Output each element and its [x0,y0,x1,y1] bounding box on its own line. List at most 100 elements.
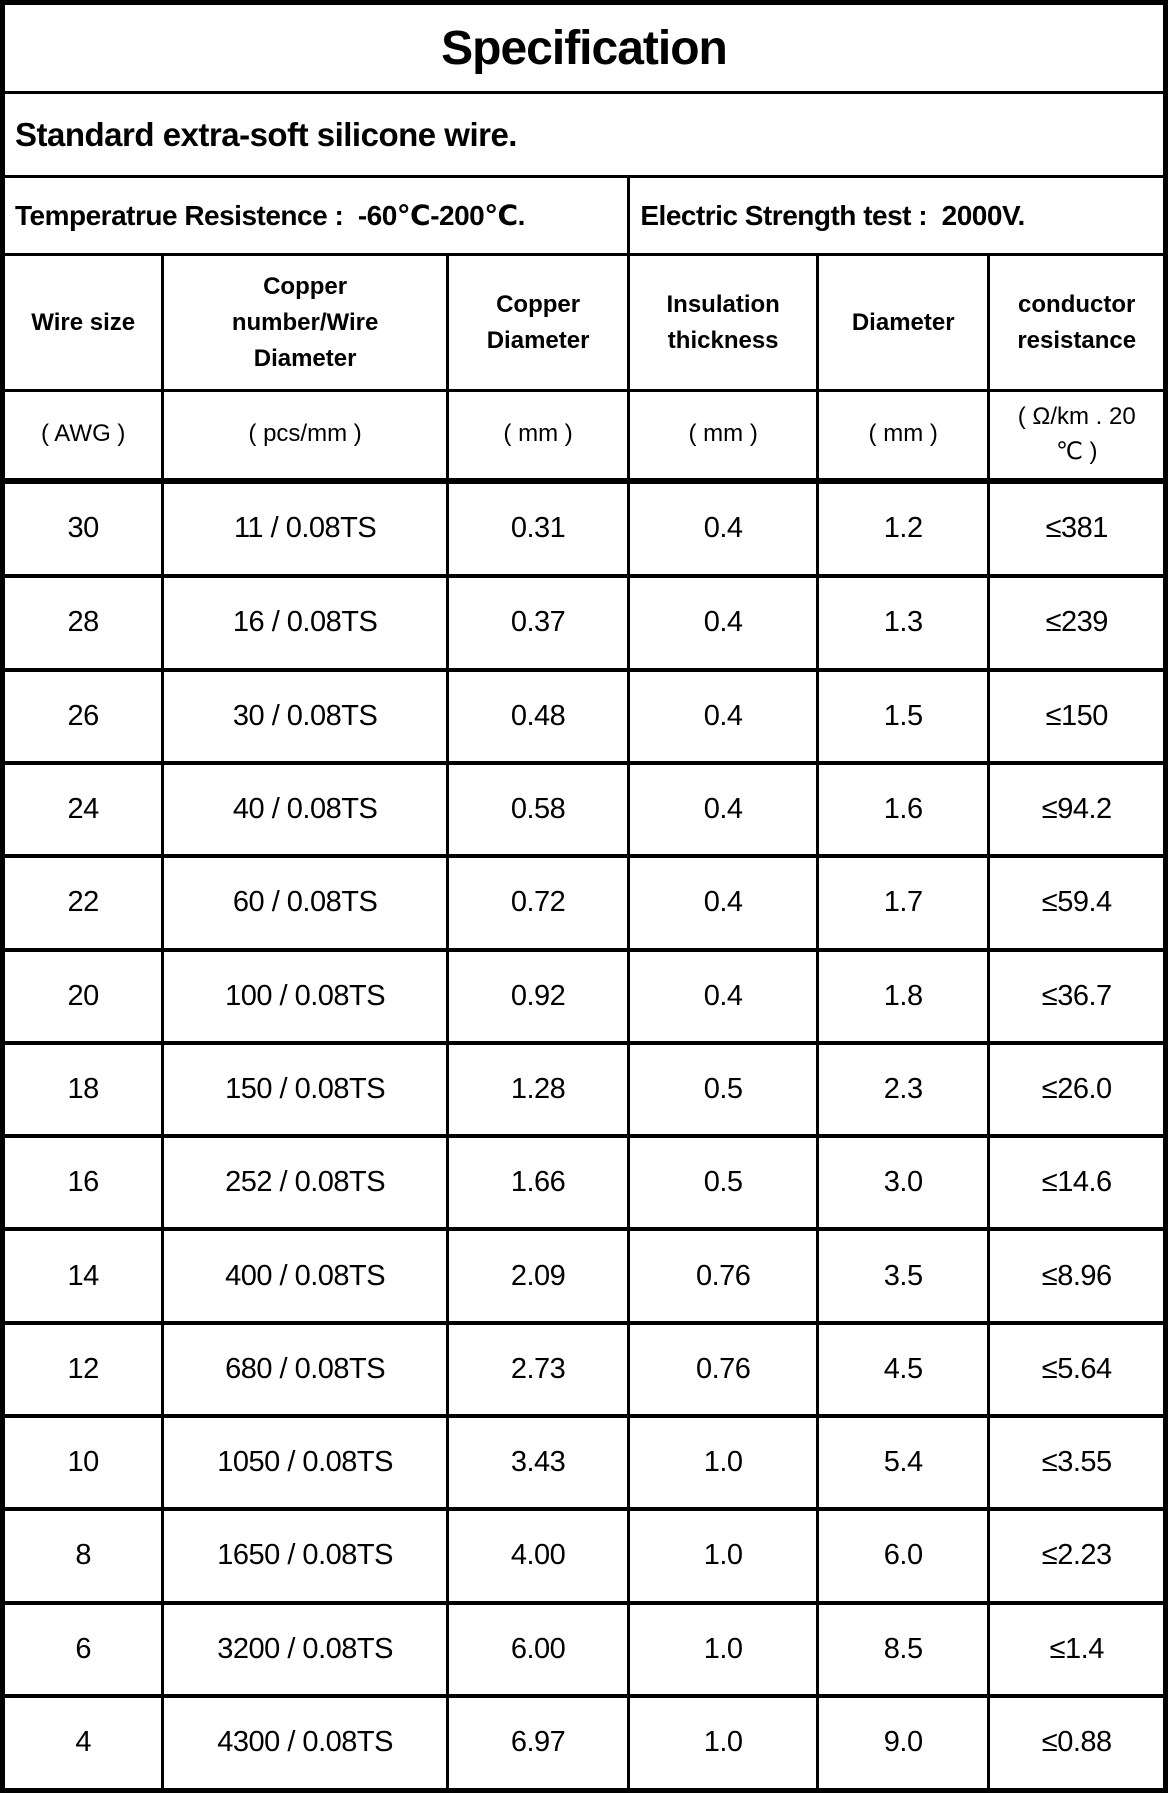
diameter-cell: 4.5 [815,1320,991,1418]
diameter-cell: 1.8 [815,947,991,1045]
table-row: 6 3200 / 0.08TS 6.00 1.0 8.5 ≤1.4 [0,1600,1167,1698]
copper-diameter-header: Copper Diameter [445,253,631,392]
insulation-thickness-cell: 0.76 [627,1227,819,1325]
conductor-resistance-cell: ≤5.64 [987,1320,1167,1418]
conductor-resistance-cell: ≤26.0 [987,1040,1167,1139]
conductor-resistance-header: conductor resistance [987,253,1167,392]
temperature-resistance-value: Temperatrue Resistence : -60℃-200℃. [0,175,631,256]
table-row: 16 252 / 0.08TS 1.66 0.5 3.0 ≤14.6 [0,1134,1167,1232]
copper-number-cell: 252 / 0.08TS [161,1134,449,1232]
copper-diameter-cell: 0.31 [445,478,631,579]
insulation-thickness-cell: 0.4 [627,574,819,672]
insulation-thickness-cell: 1.0 [627,1693,819,1793]
column-header-row: Wire size Copper number/Wire Diameter Copp… [0,253,1167,392]
copper-diameter-cell: 0.58 [445,760,631,859]
copper-diameter-cell: 0.92 [445,947,631,1045]
diameter-cell: 2.3 [815,1040,991,1139]
conductor-resistance-cell: ≤1.4 [987,1600,1167,1698]
table-row: 8 1650 / 0.08TS 4.00 1.0 6.0 ≤2.23 [0,1507,1167,1605]
copper-diameter-cell: 4.00 [445,1507,631,1605]
conductor-resistance-cell: ≤8.96 [987,1227,1167,1325]
copper-number-cell: 680 / 0.08TS [161,1320,449,1418]
conductor-resistance-cell: ≤2.23 [987,1507,1167,1605]
insulation-thickness-cell: 1.0 [627,1600,819,1698]
insulation-thickness-cell: 0.4 [627,667,819,765]
table-row: 20 100 / 0.08TS 0.92 0.4 1.8 ≤36.7 [0,947,1167,1045]
conductor-resistance-cell: ≤59.4 [987,854,1167,952]
copper-diameter-cell: 3.43 [445,1413,631,1512]
insulation-thickness-cell: 0.76 [627,1320,819,1418]
electric-strength-test-value: Electric Strength test : 2000V. [627,175,1167,256]
copper-diameter-cell: 2.73 [445,1320,631,1418]
copper-diameter-unit: ( mm ) [445,389,631,484]
copper-number-cell: 40 / 0.08TS [161,760,449,859]
table-row: 24 40 / 0.08TS 0.58 0.4 1.6 ≤94.2 [0,760,1167,859]
copper-diameter-cell: 2.09 [445,1227,631,1325]
table-row: 10 1050 / 0.08TS 3.43 1.0 5.4 ≤3.55 [0,1413,1167,1512]
diameter-cell: 1.6 [815,760,991,859]
copper-diameter-cell: 1.66 [445,1134,631,1232]
copper-number-cell: 100 / 0.08TS [161,947,449,1045]
conductor-resistance-cell: ≤239 [987,574,1167,672]
diameter-cell: 6.0 [815,1507,991,1605]
wire-size-cell: 6 [0,1600,165,1698]
wire-size-cell: 16 [0,1134,165,1232]
conductor-resistance-unit: ( Ω/km . 20 ℃ ) [987,389,1167,484]
insulation-thickness-cell: 0.5 [627,1040,819,1139]
table-row: 18 150 / 0.08TS 1.28 0.5 2.3 ≤26.0 [0,1040,1167,1139]
insulation-thickness-cell: 1.0 [627,1413,819,1512]
copper-number-cell: 1050 / 0.08TS [161,1413,449,1512]
insulation-thickness-cell: 0.4 [627,478,819,579]
insulation-thickness-cell: 0.4 [627,947,819,1045]
conductor-resistance-cell: ≤3.55 [987,1413,1167,1512]
units-row: ( AWG )( pcs/mm )( mm )( mm )( mm )( Ω/k… [0,389,1167,484]
page-title: Specification [1,1,1167,94]
properties-row: Temperatrue Resistence : -60℃-200℃. Elec… [0,175,1167,256]
wire-size-cell: 28 [0,574,165,672]
copper-diameter-cell: 1.28 [445,1040,631,1139]
table-row: 4 4300 / 0.08TS 6.97 1.0 9.0 ≤0.88 [0,1693,1167,1793]
table-row: 28 16 / 0.08TS 0.37 0.4 1.3 ≤239 [0,574,1167,672]
wire-size-cell: 8 [0,1507,165,1605]
wire-size-cell: 30 [0,478,165,579]
diameter-cell: 3.5 [815,1227,991,1325]
copper-diameter-cell: 0.72 [445,854,631,952]
diameter-cell: 3.0 [815,1134,991,1232]
insulation-thickness-header: Insulation thickness [627,253,819,392]
copper-number-cell: 16 / 0.08TS [161,574,449,672]
table-row: 22 60 / 0.08TS 0.72 0.4 1.7 ≤59.4 [0,854,1167,952]
diameter-cell: 5.4 [815,1413,991,1512]
wire-size-cell: 12 [0,1320,165,1418]
conductor-resistance-cell: ≤381 [987,478,1167,579]
diameter-header: Diameter [815,253,991,392]
copper-diameter-cell: 0.37 [445,574,631,672]
diameter-cell: 9.0 [815,1693,991,1793]
diameter-cell: 8.5 [815,1600,991,1698]
wire-size-cell: 18 [0,1040,165,1139]
wire-size-cell: 14 [0,1227,165,1325]
copper-number-cell: 60 / 0.08TS [161,854,449,952]
wire-size-cell: 20 [0,947,165,1045]
insulation-thickness-cell: 1.0 [627,1507,819,1605]
wire-size-cell: 10 [0,1413,165,1512]
diameter-cell: 1.3 [815,574,991,672]
conductor-resistance-cell: ≤14.6 [987,1134,1167,1232]
diameter-cell: 1.2 [815,478,991,579]
conductor-resistance-cell: ≤36.7 [987,947,1167,1045]
copper-number-cell: 4300 / 0.08TS [161,1693,449,1793]
wire-size-cell: 4 [0,1693,165,1793]
copper-diameter-cell: 6.97 [445,1693,631,1793]
insulation-thickness-cell: 0.4 [627,760,819,859]
diameter-cell: 1.7 [815,854,991,952]
copper-number-cell: 150 / 0.08TS [161,1040,449,1139]
table-body: 30 11 / 0.08TS 0.31 0.4 1.2 ≤381 28 16 / 0.08TS… [0,478,1167,1793]
copper-number-cell: 1650 / 0.08TS [161,1507,449,1605]
insulation-thickness-unit: ( mm ) [627,389,819,484]
table-row: 30 11 / 0.08TS 0.31 0.4 1.2 ≤381 [0,478,1167,579]
subtitle-row: Standard extra-soft silicone wire. [1,91,1167,178]
wire-size-cell: 24 [0,760,165,859]
title-row: Specification [1,1,1167,94]
diameter-cell: 1.5 [815,667,991,765]
